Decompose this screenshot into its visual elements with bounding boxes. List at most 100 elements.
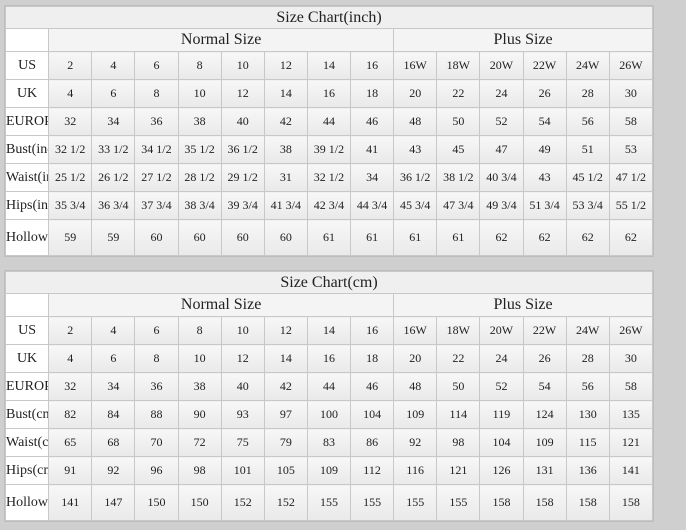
size-cell: 46 xyxy=(349,372,395,401)
size-cell: 48 xyxy=(393,107,438,136)
table-row: UK 4 6 8 10 12 14 16 18 20 22 24 26 28 30 xyxy=(4,79,654,108)
size-cell: 136 xyxy=(565,456,610,485)
row-label: Waist(inch) xyxy=(4,163,50,192)
size-cell: 59 xyxy=(91,219,136,256)
row-label: Bust(cm) xyxy=(4,400,50,429)
size-cell: 39 1/2 xyxy=(306,135,352,164)
row-label: Hips(cm) xyxy=(4,456,50,485)
size-cell: 29 1/2 xyxy=(220,163,265,192)
size-cell: 10 xyxy=(177,79,222,108)
size-cell: 20 xyxy=(393,344,438,373)
size-cell: 12 xyxy=(220,79,265,108)
row-label: US xyxy=(4,316,50,345)
size-cell: 79 xyxy=(263,428,308,457)
size-cell: 42 3/4 xyxy=(306,191,352,220)
size-cell: 40 3/4 xyxy=(479,163,524,192)
size-cell: 6 xyxy=(91,79,136,108)
size-cell: 37 3/4 xyxy=(134,191,179,220)
size-cell: 30 xyxy=(608,79,654,108)
size-cell: 2 xyxy=(48,316,93,345)
size-cell: 62 xyxy=(522,219,567,256)
size-cell: 30 xyxy=(608,344,654,373)
size-cell: 28 1/2 xyxy=(177,163,222,192)
size-cell: 6 xyxy=(134,51,179,80)
size-cell: 26 xyxy=(522,344,567,373)
size-cell: 121 xyxy=(436,456,481,485)
size-cell: 32 xyxy=(48,107,93,136)
plus-size-header: Plus Size xyxy=(393,28,653,52)
size-cell: 22 xyxy=(436,344,481,373)
size-cell: 4 xyxy=(48,79,93,108)
size-cell: 61 xyxy=(306,219,352,256)
corner-cell xyxy=(4,28,50,52)
size-cell: 20W xyxy=(479,316,524,345)
size-cell: 18W xyxy=(436,51,481,80)
size-cell: 22W xyxy=(522,51,567,80)
size-cell: 61 xyxy=(436,219,481,256)
size-cell: 83 xyxy=(306,428,352,457)
size-chart-inch: Size Chart(inch) Normal Size Plus Size US 2 4… xyxy=(4,5,654,257)
row-label: Bust(inch) xyxy=(4,135,50,164)
size-cell: 43 xyxy=(393,135,438,164)
size-cell: 158 xyxy=(522,484,567,521)
normal-size-header: Normal Size xyxy=(48,293,395,317)
size-cell: 8 xyxy=(177,51,222,80)
row-label: UK xyxy=(4,79,50,108)
size-cell: 155 xyxy=(393,484,438,521)
table-row: Hips(inch)35 3/436 3/437 3/438 3/439 3/4… xyxy=(4,191,654,220)
size-cell: 26 xyxy=(522,79,567,108)
size-cell: 48 xyxy=(393,372,438,401)
size-cell: 44 xyxy=(306,107,352,136)
size-cell: 98 xyxy=(177,456,222,485)
size-cell: 58 xyxy=(608,107,654,136)
size-cell: 52 xyxy=(479,107,524,136)
row-label: UK xyxy=(4,344,50,373)
size-cell: 92 xyxy=(91,456,136,485)
size-cell: 12 xyxy=(263,51,308,80)
size-cell: 34 xyxy=(349,163,395,192)
size-cell: 49 3/4 xyxy=(479,191,524,220)
size-cell: 104 xyxy=(349,400,395,429)
size-cell: 44 xyxy=(306,372,352,401)
size-cell: 55 1/2 xyxy=(608,191,654,220)
size-cell: 8 xyxy=(177,316,222,345)
table-row: Hips(cm)91929698101105109112116121126131… xyxy=(4,456,654,485)
size-cell: 8 xyxy=(134,79,179,108)
size-cell: 116 xyxy=(393,456,438,485)
table-row: UK 4 6 8 10 12 14 16 18 20 22 24 26 28 30 xyxy=(4,344,654,373)
size-cell: 42 xyxy=(263,372,308,401)
size-cell: 42 xyxy=(263,107,308,136)
size-cell: 14 xyxy=(263,344,308,373)
size-cell: 150 xyxy=(134,484,179,521)
table-row: US 2 4 6 8 10 12 14 16 16W 18W 20W 22W 24W 26W xyxy=(4,316,654,345)
size-cell: 61 xyxy=(393,219,438,256)
size-cell: 50 xyxy=(436,107,481,136)
size-cell: 22 xyxy=(436,79,481,108)
size-cell: 152 xyxy=(263,484,308,521)
size-cell: 98 xyxy=(436,428,481,457)
size-cell: 26 1/2 xyxy=(91,163,136,192)
size-cell: 86 xyxy=(349,428,395,457)
chart-title: Size Chart(cm) xyxy=(5,271,653,294)
size-cell: 115 xyxy=(565,428,610,457)
size-cell: 16 xyxy=(306,344,352,373)
size-cell: 36 3/4 xyxy=(91,191,136,220)
row-label: EUROPE xyxy=(4,372,50,401)
size-cell: 44 3/4 xyxy=(349,191,395,220)
size-cell: 60 xyxy=(263,219,308,256)
size-cell: 65 xyxy=(48,428,93,457)
size-cell: 16 xyxy=(349,51,395,80)
table-row: US 2 4 6 8 10 12 14 16 16W 18W 20W 22W 24W 26W xyxy=(4,51,654,80)
size-cell: 131 xyxy=(522,456,567,485)
size-table: Size Chart(cm) Normal Size Plus Size US 2 4 6 8… xyxy=(4,271,654,521)
size-cell: 14 xyxy=(263,79,308,108)
size-cell: 84 xyxy=(91,400,136,429)
size-cell: 36 1/2 xyxy=(393,163,438,192)
size-cell: 41 3/4 xyxy=(263,191,308,220)
size-cell: 46 xyxy=(349,107,395,136)
size-cell: 75 xyxy=(220,428,265,457)
size-cell: 135 xyxy=(608,400,654,429)
size-cell: 59 xyxy=(48,219,93,256)
plus-size-header: Plus Size xyxy=(393,293,653,317)
size-cell: 33 1/2 xyxy=(91,135,136,164)
